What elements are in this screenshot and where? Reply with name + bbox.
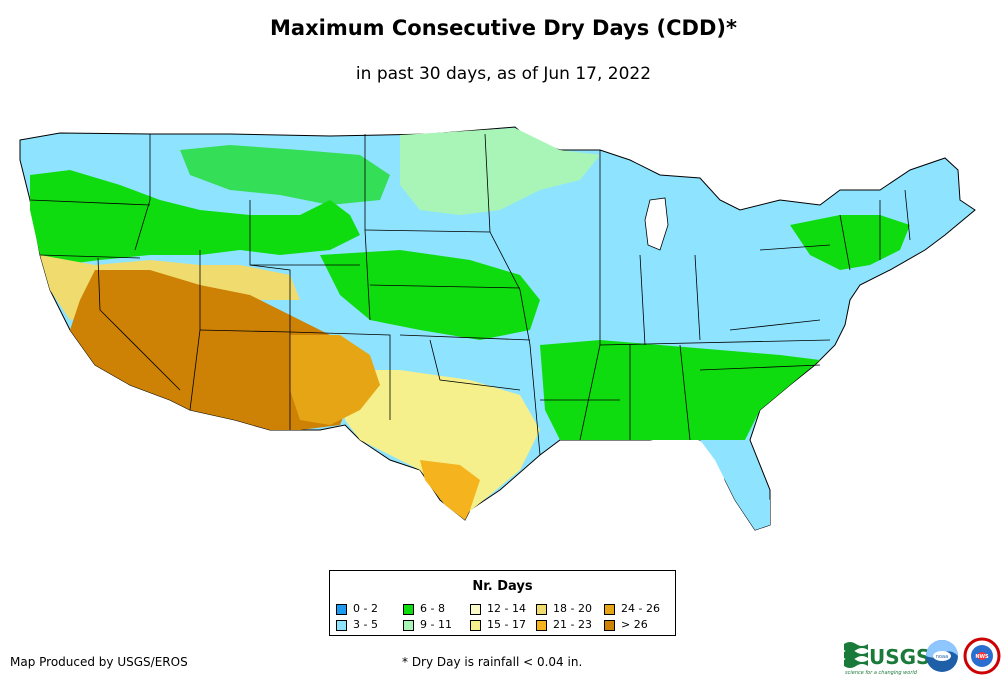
legend: Nr. Days 0 - 2 3 - 5 6 - 8 9 - 11 12 - 1… (329, 570, 676, 636)
legend-label: 15 - 17 (487, 618, 526, 631)
legend-item: 12 - 14 (470, 603, 526, 615)
legend-swatch (536, 603, 547, 615)
map-subtitle: in past 30 days, as of Jun 17, 2022 (355, 64, 652, 84)
state-borders (29, 133, 911, 456)
legend-swatch (470, 619, 481, 631)
legend-title: Nr. Days (472, 579, 533, 594)
region-upper-midwest-lightgreen (400, 128, 600, 215)
region-central-plains-green (320, 250, 540, 340)
legend-label: 24 - 26 (621, 602, 660, 615)
legend-swatch (604, 603, 615, 615)
region-north-plains-green (180, 145, 390, 205)
legend-item: 21 - 23 (536, 619, 592, 631)
legend-item: 24 - 26 (604, 603, 660, 615)
legend-item: 6 - 8 (403, 603, 445, 615)
usgs-wordmark: USGS (869, 645, 930, 669)
legend-swatch (604, 619, 615, 631)
legend-label: 12 - 14 (487, 602, 526, 615)
region-florida-blue (700, 440, 770, 530)
lake-michigan (644, 197, 669, 251)
legend-item: 9 - 11 (403, 619, 452, 631)
legend-item: 18 - 20 (536, 603, 592, 615)
region-great-lakes-blue (600, 230, 830, 330)
legend-swatch (470, 603, 481, 615)
usgs-logo: USGS science for a changing world (844, 642, 930, 676)
legend-label: 3 - 5 (353, 618, 378, 631)
region-new-mexico-orange (290, 335, 380, 425)
agency-logos: USGS science for a changing world noaa N… (844, 637, 1001, 676)
legend-swatch (536, 619, 547, 631)
legend-item: 3 - 5 (336, 619, 378, 631)
legend-swatch (403, 619, 414, 631)
legend-swatch (403, 603, 414, 615)
usgs-tagline: science for a changing world (845, 670, 918, 676)
legend-swatch (336, 603, 347, 615)
legend-label: 0 - 2 (353, 602, 378, 615)
nws-wordmark: NWS (975, 654, 989, 660)
legend-swatch (336, 619, 347, 631)
noaa-wordmark: noaa (936, 654, 948, 660)
legend-label: 18 - 20 (553, 602, 592, 615)
legend-item: > 26 (604, 619, 648, 631)
producer-credit: Map Produced by USGS/EROS (10, 655, 188, 669)
dry-day-note: * Dry Day is rainfall < 0.04 in. (402, 655, 583, 669)
legend-item: 15 - 17 (470, 619, 526, 631)
legend-label: 21 - 23 (553, 618, 592, 631)
nws-logo: NWS (963, 637, 1001, 675)
region-texas-orange (420, 460, 480, 520)
noaa-logo: noaa (926, 640, 958, 672)
region-southeast-green (540, 340, 820, 440)
legend-label: > 26 (621, 618, 648, 631)
legend-label: 9 - 11 (420, 618, 452, 631)
map-title: Maximum Consecutive Dry Days (CDD)* (270, 16, 737, 40)
legend-item: 0 - 2 (336, 603, 378, 615)
legend-label: 6 - 8 (420, 602, 445, 615)
region-northwest-green (30, 170, 360, 265)
us-map (19, 126, 976, 531)
